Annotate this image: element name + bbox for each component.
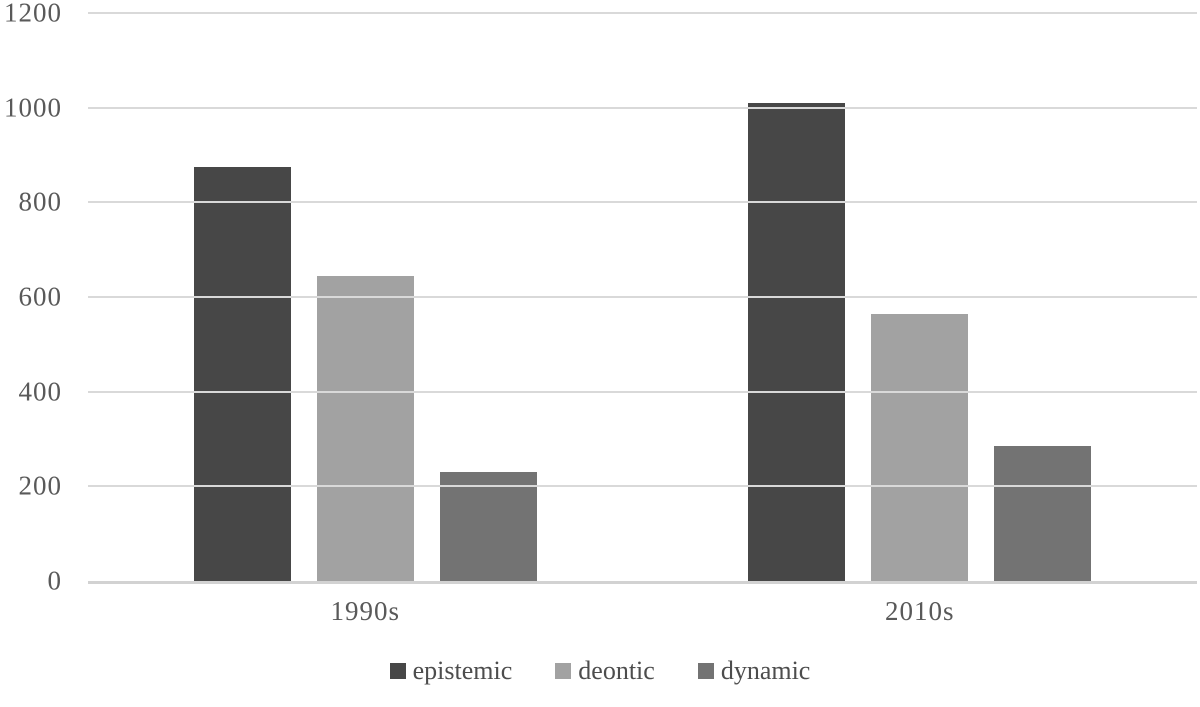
bar-groups	[88, 13, 1197, 581]
plot-area	[88, 12, 1197, 584]
legend-label-dynamic: dynamic	[720, 656, 811, 685]
legend-label-epistemic: epistemic	[412, 656, 513, 685]
bar-dynamic-1990s	[439, 472, 537, 581]
bar-dynamic-2010s	[994, 446, 1092, 581]
x-axis-label-slot: 2010s	[643, 596, 1198, 627]
legend-item-epistemic: epistemic	[389, 656, 513, 685]
bar-epistemic-2010s	[748, 102, 846, 581]
y-tick-label: 400	[18, 376, 62, 407]
y-tick-label: 600	[18, 281, 62, 312]
y-tick-label: 800	[18, 186, 62, 217]
gridline	[88, 485, 1197, 488]
gridline	[88, 296, 1197, 298]
gridline	[88, 201, 1197, 204]
gridline	[88, 390, 1197, 393]
legend-swatch-deontic-icon	[555, 663, 572, 679]
bar-deontic-1990s	[316, 275, 414, 581]
bar-group-1990s	[88, 13, 643, 581]
legend-item-deontic: deontic	[555, 658, 655, 684]
x-axis-labels: 1990s 2010s	[88, 596, 1197, 627]
legend-swatch-dynamic-icon	[697, 663, 714, 679]
legend-item-dynamic: dynamic	[697, 656, 811, 685]
x-axis-label-2010s: 2010s	[884, 596, 955, 626]
y-tick-label: 1200	[4, 0, 62, 28]
gridline	[88, 12, 1197, 14]
x-axis-label-1990s: 1990s	[330, 596, 400, 626]
bar-group-2010s	[643, 13, 1198, 581]
y-tick-label: 200	[18, 470, 62, 501]
gridline	[88, 106, 1197, 109]
y-tick-label: 0	[47, 565, 62, 596]
y-axis: 0 200 400 600 800 1000 1200	[0, 0, 62, 594]
bar-epistemic-1990s	[193, 166, 291, 581]
legend: epistemic deontic dynamic	[0, 658, 1200, 684]
bar-deontic-2010s	[871, 313, 969, 581]
y-tick-label: 1000	[4, 92, 62, 123]
x-axis-label-slot: 1990s	[88, 596, 643, 627]
legend-label-deontic: deontic	[578, 656, 655, 685]
legend-swatch-epistemic-icon	[389, 663, 406, 679]
